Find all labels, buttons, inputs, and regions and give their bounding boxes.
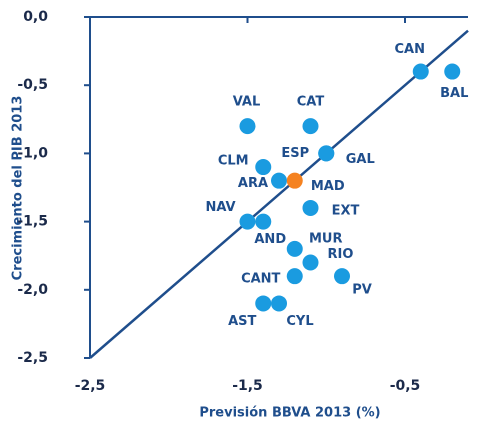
y-tick-label: -1,0 bbox=[17, 145, 48, 161]
point bbox=[302, 254, 319, 271]
point bbox=[286, 268, 303, 285]
x-tick-label: -2,5 bbox=[75, 378, 106, 394]
point-label: CYL bbox=[286, 314, 313, 329]
y-tick-label: 0,0 bbox=[23, 9, 48, 25]
x-axis-label: Previsión BBVA 2013 (%) bbox=[199, 406, 380, 421]
point-label: AST bbox=[228, 314, 256, 329]
point-label: AND bbox=[254, 232, 286, 247]
point-label: MUR bbox=[309, 231, 343, 246]
point bbox=[444, 63, 461, 80]
point bbox=[302, 199, 319, 216]
point bbox=[302, 118, 319, 135]
point bbox=[318, 145, 335, 162]
point-label: ESP bbox=[281, 146, 309, 161]
point-label: GAL bbox=[346, 152, 375, 167]
point-label: PV bbox=[352, 283, 372, 298]
y-tick-label: -2,5 bbox=[17, 350, 48, 366]
point bbox=[334, 268, 350, 285]
point-label: ARA bbox=[238, 176, 268, 191]
point-label: NAV bbox=[205, 200, 235, 215]
point bbox=[286, 172, 303, 189]
y-tick-label: -1,5 bbox=[17, 214, 48, 230]
point bbox=[271, 295, 287, 312]
point bbox=[255, 213, 272, 230]
point-label: EXT bbox=[332, 203, 360, 218]
point-label: VAL bbox=[233, 95, 261, 110]
point-label: MAD bbox=[311, 179, 345, 194]
y-axis-label: Crecimiento del PIB 2013 bbox=[11, 96, 26, 281]
point bbox=[255, 159, 272, 176]
y-tick-label: -0,5 bbox=[17, 77, 48, 93]
reference-line bbox=[89, 29, 469, 359]
point-label: RIO bbox=[328, 247, 354, 262]
point-label: CANT bbox=[241, 272, 280, 287]
y-tick-label: -2,0 bbox=[17, 282, 48, 298]
point bbox=[239, 118, 256, 135]
point-label: CLM bbox=[218, 154, 249, 169]
point-label: BAL bbox=[440, 86, 468, 101]
point bbox=[412, 63, 429, 80]
x-tick-label: -0,5 bbox=[390, 378, 421, 394]
point-label: CAN bbox=[395, 42, 425, 57]
point bbox=[286, 240, 303, 257]
point-label: CAT bbox=[297, 95, 325, 110]
x-tick-label: -1,5 bbox=[232, 378, 263, 394]
point bbox=[239, 213, 256, 230]
point bbox=[271, 172, 287, 189]
point bbox=[255, 295, 272, 312]
